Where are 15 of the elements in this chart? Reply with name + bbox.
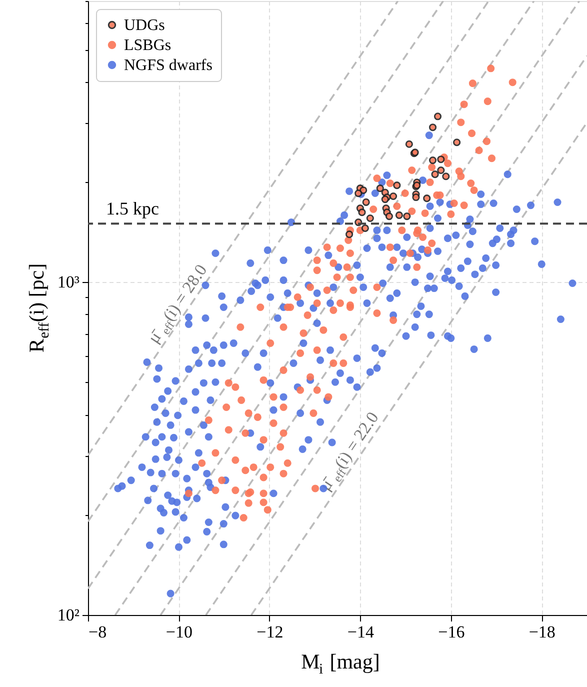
x-tick-label: −8 [88,622,107,642]
ref-line-label: 1.5 kpc [106,198,159,219]
y-axis-title: Reff(i) [pc] [24,263,53,353]
text: μ̄eff(i) = 22.0 [316,408,382,494]
legend-label: UDGs [124,17,165,34]
x-tick-label: −12 [256,622,284,642]
x-tick-label: −16 [438,622,465,642]
x-tick-label: −10 [166,622,193,642]
x-tick-label: −14 [347,622,374,642]
legend-label: LSBGs [124,37,172,54]
y-tick-label: 10² [57,606,80,624]
y-tick-label: 10³ [57,272,80,292]
x-tick-label: −18 [528,622,556,642]
text: μ̄eff(i) = 28.0 [144,260,211,346]
legend-label: NGFS dwarfs [124,57,212,74]
